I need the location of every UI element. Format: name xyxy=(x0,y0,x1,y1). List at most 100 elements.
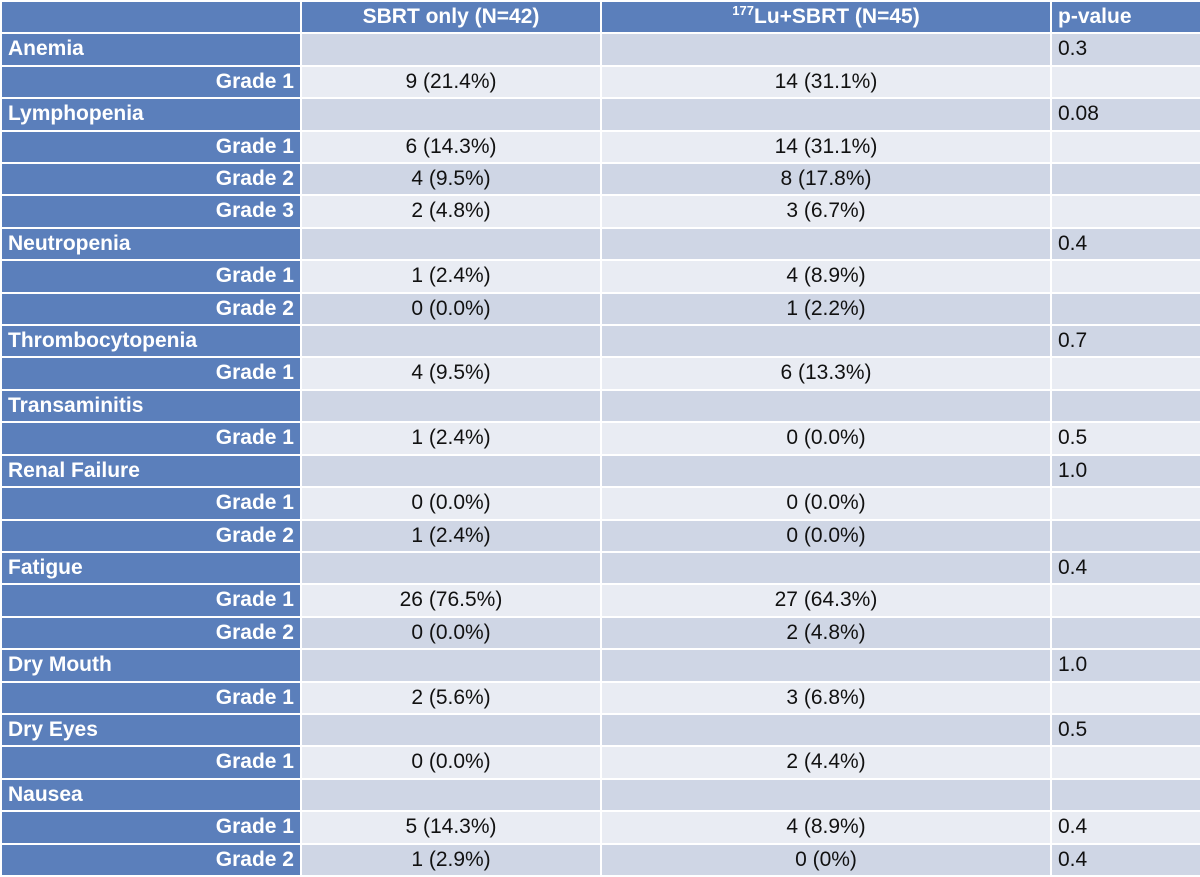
category-label: Thrombocytopenia xyxy=(2,326,300,357)
p-value: 0.7 xyxy=(1052,326,1200,357)
header-lu-sbrt-label: Lu+SBRT (N=45) xyxy=(754,5,920,28)
grade-label: Grade 3 xyxy=(2,196,300,227)
lu-sbrt-value xyxy=(602,650,1050,681)
p-value: 0.4 xyxy=(1052,228,1200,260)
p-value: 0.4 xyxy=(1052,552,1200,584)
sbrt-only-value: 0 (0.0%) xyxy=(302,747,600,778)
grade-label: Grade 1 xyxy=(2,585,300,616)
lu-sbrt-value: 0 (0.0%) xyxy=(602,520,1050,551)
p-value xyxy=(1052,131,1200,163)
lu-sbrt-value: 27 (64.3%) xyxy=(602,585,1050,616)
grade-row: Grade 1 26 (76.5%) 27 (64.3%) xyxy=(2,585,1200,616)
p-value xyxy=(1052,358,1200,389)
p-value: 0.3 xyxy=(1052,34,1200,65)
grade-label: Grade 2 xyxy=(2,844,300,875)
grade-label: Grade 2 xyxy=(2,164,300,195)
p-value: 0.5 xyxy=(1052,714,1200,746)
sbrt-only-value xyxy=(302,455,600,487)
grade-label: Grade 1 xyxy=(2,261,300,292)
lu-sbrt-value xyxy=(602,552,1050,584)
sbrt-only-value xyxy=(302,714,600,746)
lu-sbrt-value: 8 (17.8%) xyxy=(602,164,1050,195)
lu-sbrt-value: 14 (31.1%) xyxy=(602,131,1050,163)
lu-sbrt-value xyxy=(602,714,1050,746)
p-value xyxy=(1052,747,1200,778)
header-row: SBRT only (N=42) 177Lu+SBRT (N=45) p-val… xyxy=(2,2,1200,33)
sbrt-only-value: 5 (14.3%) xyxy=(302,812,600,843)
grade-label: Grade 2 xyxy=(2,520,300,551)
header-blank-cell xyxy=(2,2,300,33)
category-label: Neutropenia xyxy=(2,228,300,260)
category-label: Transaminitis xyxy=(2,390,300,422)
header-lu-sbrt: 177Lu+SBRT (N=45) xyxy=(602,2,1050,33)
lu-sbrt-value xyxy=(602,455,1050,487)
lu-sbrt-value: 4 (8.9%) xyxy=(602,261,1050,292)
sbrt-only-value: 6 (14.3%) xyxy=(302,131,600,163)
category-row: Thrombocytopenia 0.7 xyxy=(2,326,1200,357)
lu-sbrt-value: 0 (0%) xyxy=(602,844,1050,875)
p-value xyxy=(1052,261,1200,292)
category-row: Dry Mouth 1.0 xyxy=(2,650,1200,681)
category-label: Nausea xyxy=(2,779,300,811)
sbrt-only-value xyxy=(302,390,600,422)
sbrt-only-value: 0 (0.0%) xyxy=(302,293,600,325)
category-label: Renal Failure xyxy=(2,455,300,487)
grade-label: Grade 1 xyxy=(2,423,300,454)
p-value xyxy=(1052,617,1200,649)
header-p-value: p-value xyxy=(1052,2,1200,33)
lu-sbrt-value: 2 (4.4%) xyxy=(602,747,1050,778)
category-row: Transaminitis xyxy=(2,390,1200,422)
header-lu-sbrt-isotope: 177 xyxy=(732,3,754,18)
category-row: Neutropenia 0.4 xyxy=(2,228,1200,260)
grade-label: Grade 1 xyxy=(2,488,300,519)
lu-sbrt-value: 3 (6.7%) xyxy=(602,196,1050,227)
p-value xyxy=(1052,66,1200,98)
sbrt-only-value xyxy=(302,99,600,130)
grade-label: Grade 1 xyxy=(2,682,300,713)
sbrt-only-value xyxy=(302,228,600,260)
category-label: Dry Mouth xyxy=(2,650,300,681)
category-label: Dry Eyes xyxy=(2,714,300,746)
sbrt-only-value xyxy=(302,779,600,811)
sbrt-only-value: 0 (0.0%) xyxy=(302,488,600,519)
lu-sbrt-value xyxy=(602,326,1050,357)
category-row: Fatigue 0.4 xyxy=(2,552,1200,584)
sbrt-only-value: 2 (5.6%) xyxy=(302,682,600,713)
sbrt-only-value xyxy=(302,650,600,681)
sbrt-only-value: 26 (76.5%) xyxy=(302,585,600,616)
grade-label: Grade 1 xyxy=(2,358,300,389)
lu-sbrt-value xyxy=(602,228,1050,260)
p-value: 0.08 xyxy=(1052,99,1200,130)
sbrt-only-value xyxy=(302,34,600,65)
lu-sbrt-value: 4 (8.9%) xyxy=(602,812,1050,843)
category-row: Anemia 0.3 xyxy=(2,34,1200,65)
header-sbrt-only: SBRT only (N=42) xyxy=(302,2,600,33)
grade-label: Grade 1 xyxy=(2,812,300,843)
p-value: 1.0 xyxy=(1052,455,1200,487)
p-value xyxy=(1052,196,1200,227)
p-value: 0.4 xyxy=(1052,844,1200,875)
p-value: 1.0 xyxy=(1052,650,1200,681)
lu-sbrt-value: 2 (4.8%) xyxy=(602,617,1050,649)
grade-label: Grade 1 xyxy=(2,131,300,163)
sbrt-only-value: 9 (21.4%) xyxy=(302,66,600,98)
sbrt-only-value: 4 (9.5%) xyxy=(302,164,600,195)
category-row: Renal Failure 1.0 xyxy=(2,455,1200,487)
sbrt-only-value: 0 (0.0%) xyxy=(302,617,600,649)
sbrt-only-value: 1 (2.9%) xyxy=(302,844,600,875)
sbrt-only-value xyxy=(302,552,600,584)
sbrt-only-value: 1 (2.4%) xyxy=(302,261,600,292)
lu-sbrt-value xyxy=(602,779,1050,811)
lu-sbrt-value: 14 (31.1%) xyxy=(602,66,1050,98)
